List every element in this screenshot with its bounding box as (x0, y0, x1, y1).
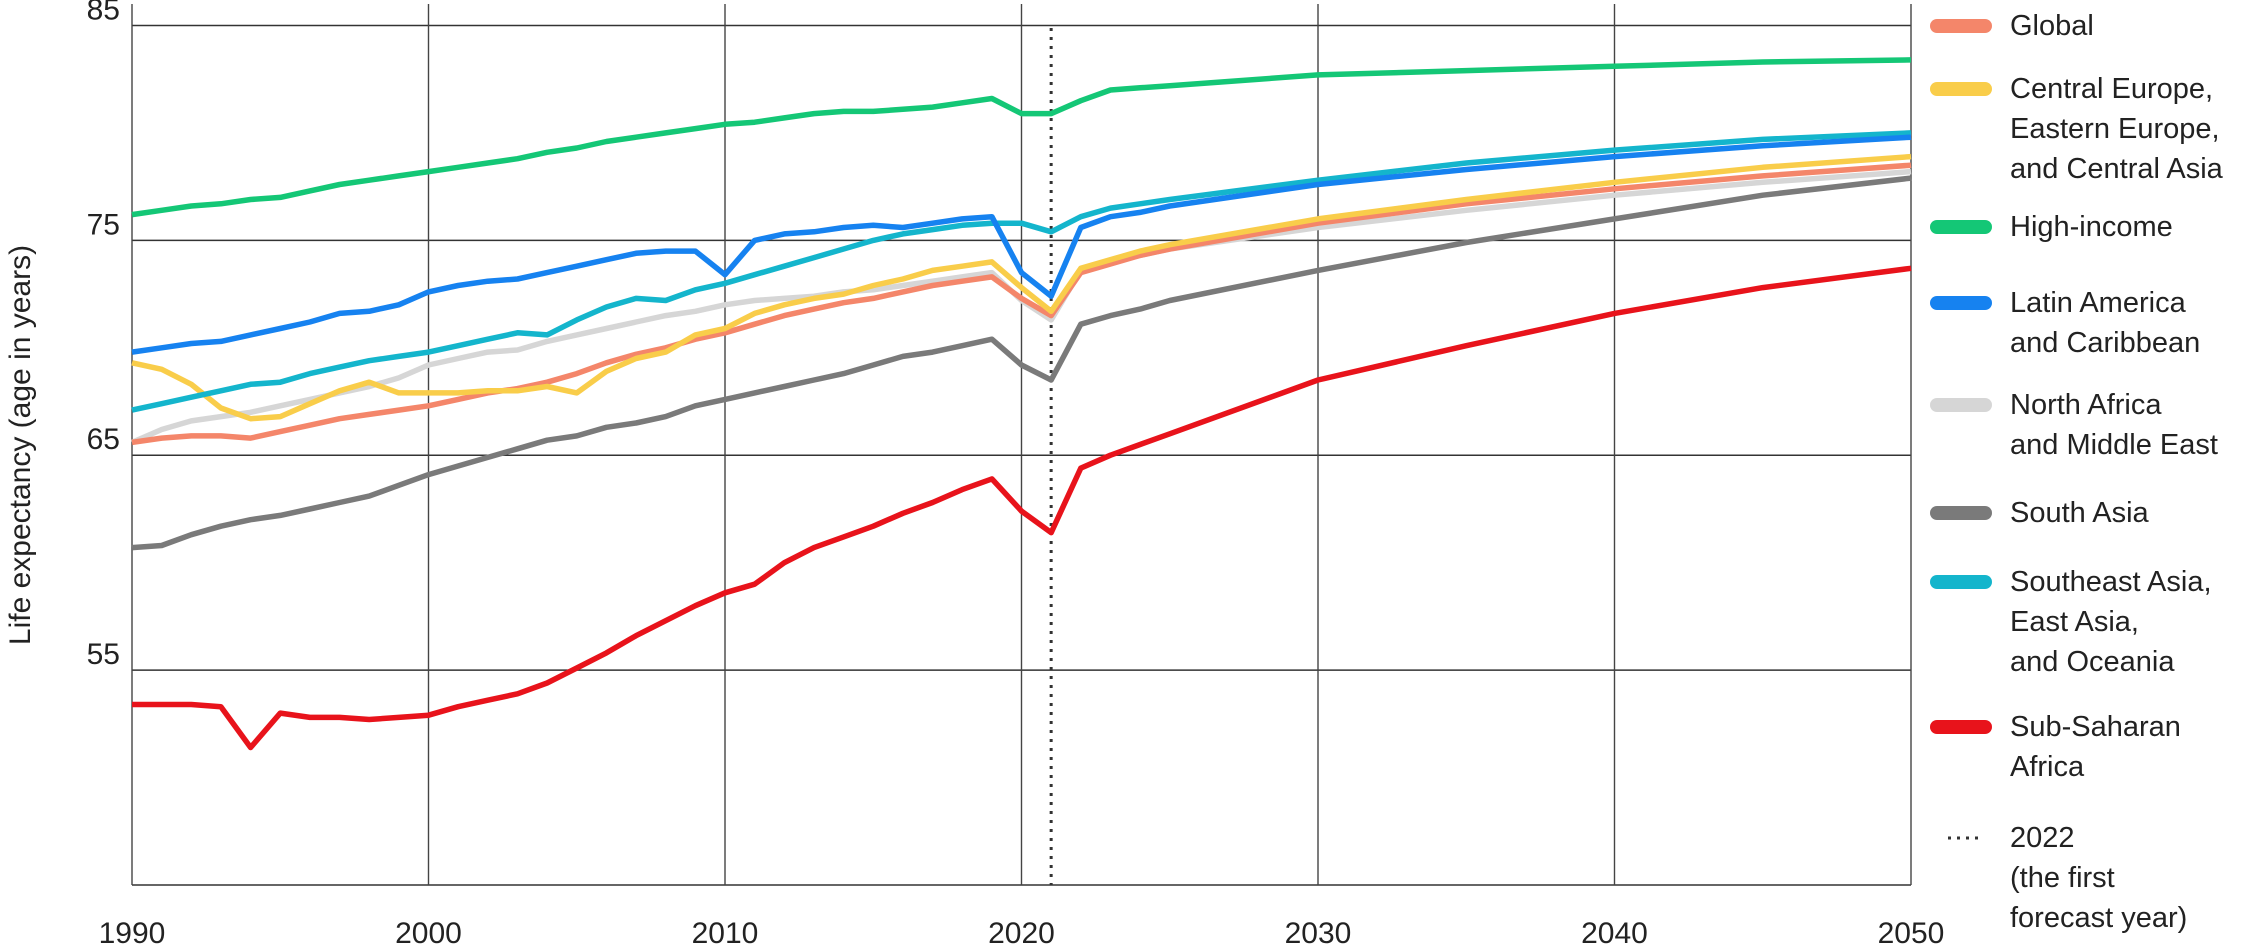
legend-label: South Asia (2010, 497, 2149, 529)
legend-label: Latin America and Caribbean (2010, 287, 2201, 359)
legend-label: 2022 (the first forecast year) (2010, 822, 2188, 934)
legend-label: High-income (2010, 211, 2173, 243)
y-tick-label: 65 (87, 423, 120, 456)
legend-swatch (1930, 506, 1992, 520)
x-tick-label: 2020 (988, 917, 1055, 950)
legend-swatch (1930, 575, 1992, 589)
legend-swatch (1930, 19, 1992, 33)
x-tick-label: 2050 (1878, 917, 1945, 950)
y-tick-label: 75 (87, 208, 120, 241)
series-line (131, 57, 1912, 218)
x-tick-label: 2030 (1285, 917, 1352, 950)
legend-label: Southeast Asia, East Asia, and Oceania (2010, 566, 2212, 678)
y-tick-label: 55 (87, 638, 120, 671)
series-line (131, 134, 1912, 355)
series-line (131, 130, 1912, 413)
legend-swatch (1930, 82, 1992, 96)
series-line (131, 153, 1912, 422)
series-line (131, 175, 1912, 551)
legend-label: Central Europe, Eastern Europe, and Cent… (2010, 73, 2223, 185)
legend-label: Sub-Saharan Africa (2010, 711, 2181, 783)
legend-swatch (1930, 296, 1992, 310)
x-tick-label: 2040 (1581, 917, 1648, 950)
series-line (132, 265, 1912, 751)
x-tick-label: 1990 (99, 917, 166, 950)
y-tick-label: 85 (87, 0, 120, 26)
legend-label: North Africa and Middle East (2010, 389, 2218, 461)
legend-swatch (1930, 720, 1992, 734)
y-axis-title: Life expectancy (age in years) (4, 245, 37, 645)
series-line (131, 162, 1912, 446)
legend-swatch (1930, 220, 1992, 234)
legend-label: Global (2010, 10, 2094, 42)
legend-swatch (1930, 398, 1992, 412)
x-tick-label: 2010 (692, 917, 759, 950)
x-tick-label: 2000 (395, 917, 462, 950)
